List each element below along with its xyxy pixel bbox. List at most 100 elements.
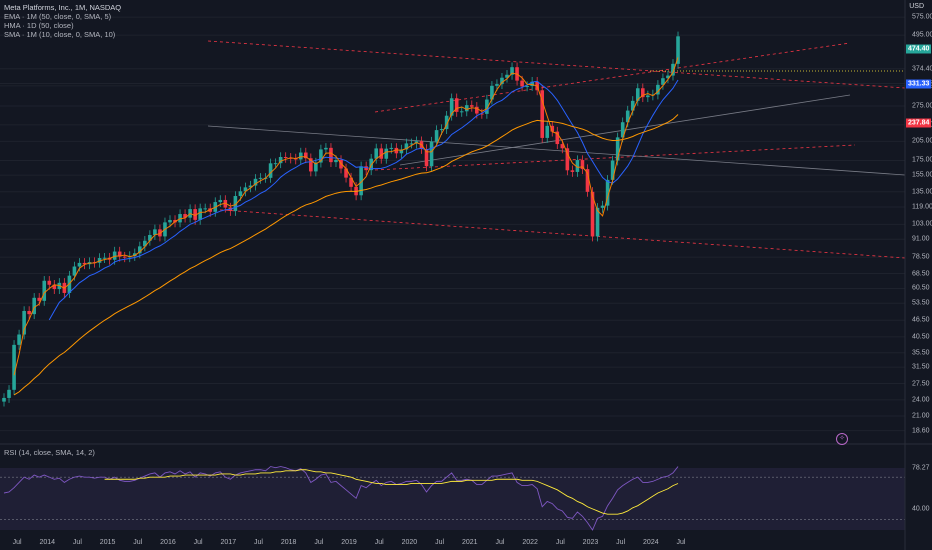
candle-body [97,258,102,263]
candle-body [47,280,52,285]
candle-body [253,178,258,186]
hma-legend[interactable]: HMA · 1D (50, close) [4,21,74,30]
candle-body [37,297,42,301]
price-tick-label: 78.50 [912,253,930,261]
candle-body [168,219,172,223]
candle-body [339,159,343,169]
candle-body [464,105,469,112]
candle-body [615,137,620,161]
candle-body [27,310,31,315]
price-tick-label: 68.50 [912,270,930,278]
candle-body [570,170,575,172]
candle-body [334,159,338,163]
candle-body [590,191,595,237]
price-tick-label: 24.00 [912,396,930,404]
candle-body [530,81,534,87]
candle-body [399,149,404,154]
candle-body [258,177,263,179]
candle-body [243,187,248,192]
candle-body [143,240,147,247]
time-tick-label: Jul [374,539,384,546]
candle-body [329,147,333,163]
candle-body [112,251,117,260]
price-tick-label: 103.00 [912,220,932,228]
candle-body [12,344,16,390]
candle-body [495,84,499,86]
candle-body [500,77,504,85]
candle-body [429,141,434,167]
sma-legend[interactable]: SMA · 1M (10, close, 0, SMA, 10) [4,30,116,39]
candle-body [82,262,87,265]
chart-legend: Meta Platforms, Inc., 1M, NASDAQ EMA · 1… [4,3,121,39]
candle-body [661,78,665,85]
time-tick-label: Jul [193,539,203,546]
hma-line [13,57,679,376]
candle-body [600,205,605,208]
candle-body [102,257,107,259]
long-trend-line [207,125,906,176]
candle-body [444,115,449,130]
chart-grid [0,16,905,432]
time-tick-label: 2024 [643,539,659,546]
candle-body [520,80,524,87]
rsi-ma-line [104,469,679,515]
time-tick-label: 2019 [341,539,357,546]
ema-line [13,114,679,396]
candle-body [364,166,368,171]
price-tick-label: 40.50 [912,333,930,341]
price-tick-label: 175.00 [912,156,932,164]
time-tick-label: 2014 [39,539,56,546]
candle-body [605,179,610,206]
price-tick-label: 205.00 [912,137,932,145]
price-tick-label: 60.50 [912,284,930,292]
candle-body [42,280,47,301]
time-tick-label: 2023 [582,539,599,546]
candle-body [666,75,670,79]
sma-line [48,79,679,321]
time-tick-label: Jul [12,539,22,546]
candle-body [490,85,494,100]
currency-label[interactable]: USD [909,3,924,10]
candle-body [288,157,293,159]
rsi-pane [0,466,905,531]
candle-body [268,163,273,178]
candle-body [580,160,585,170]
candle-body [625,110,630,123]
ema-legend[interactable]: EMA · 1M (50, close, 0, SMA, 5) [4,12,112,21]
candle-body [651,94,655,96]
lower-trend-line [207,208,906,259]
candle-body [72,266,77,276]
time-tick-label: Jul [254,539,263,546]
time-tick-label: 2020 [401,539,418,546]
candle-body [117,251,122,257]
candle-body [485,99,489,114]
candle-body [475,106,479,114]
tradingview-logo-icon[interactable]: ✧ [836,433,848,445]
price-badge: 237.84 [906,118,932,128]
rsi-line [3,466,679,531]
candle-body [349,177,353,187]
candle-body [439,129,444,131]
upper-channel-line [374,42,851,113]
candle-body [409,143,414,145]
time-tick-label: Jul [435,539,445,546]
candle-body [550,125,555,132]
candle-body [525,86,529,88]
candle-body [138,246,142,254]
time-tick-label: Jul [676,539,686,546]
rsi-legend[interactable]: RSI (14, close, SMA, 14, 2) [4,448,95,457]
price-badge: 474.40 [906,44,932,54]
candle-body [183,214,187,218]
candle-body [148,234,152,241]
price-tick-label: 18.60 [912,427,930,435]
candle-body [641,88,645,98]
price-tick-label: 155.00 [912,171,932,179]
candle-body [238,191,243,197]
price-tick-label: 275.00 [912,102,932,110]
candle-body [565,148,570,171]
candle-body [153,229,157,235]
price-tick-label: 21.00 [912,412,930,420]
candle-body [560,144,565,149]
symbol-title[interactable]: Meta Platforms, Inc., 1M, NASDAQ [4,3,122,12]
